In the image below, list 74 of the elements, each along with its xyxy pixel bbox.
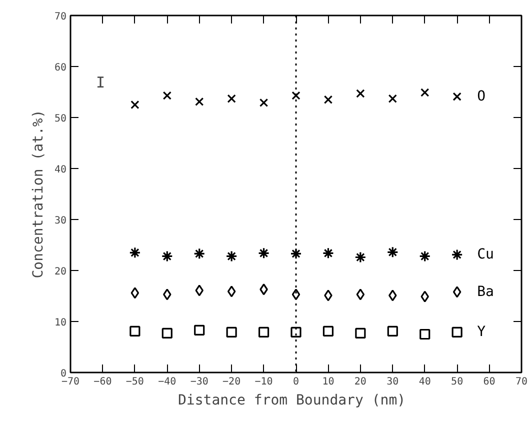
point [322, 326, 334, 336]
point [354, 251, 366, 264]
point [292, 288, 300, 300]
point [324, 290, 332, 302]
point [130, 100, 140, 110]
x-tick-label: −30 [190, 376, 208, 388]
y-tick-label: 60 [54, 62, 67, 74]
series-label: Cu [477, 246, 494, 263]
point [226, 250, 238, 262]
y-tick-label: 70 [54, 12, 67, 22]
x-tick-label: −40 [158, 376, 176, 388]
x-axis-title: Distance from Boundary (nm) [178, 392, 406, 408]
point [258, 247, 270, 259]
point [162, 328, 172, 339]
point [290, 326, 302, 338]
x-tick-label: 60 [483, 376, 496, 388]
point [226, 326, 237, 338]
point [324, 95, 333, 104]
point [420, 328, 430, 340]
y-tick-label: 0 [60, 368, 67, 380]
y-axis-title: Concentration (at.%) [30, 110, 46, 278]
x-tick-label: 10 [322, 376, 334, 388]
point [195, 284, 204, 296]
y-tick-label: 40 [54, 164, 67, 176]
point [227, 94, 236, 103]
point [292, 91, 300, 100]
series-label: O [477, 88, 486, 105]
x-tick-label: −60 [94, 376, 112, 388]
point [452, 92, 462, 101]
x-tick-label: −10 [254, 376, 273, 388]
point [420, 88, 430, 97]
point [163, 288, 172, 300]
point [227, 286, 236, 298]
point [355, 328, 366, 339]
annotation: I [96, 74, 106, 92]
point [130, 326, 140, 336]
point [129, 246, 141, 258]
y-tick-label: 20 [54, 266, 67, 278]
x-tick-label: 0 [292, 376, 300, 388]
point [356, 89, 365, 98]
point [419, 250, 431, 262]
y-tick-label: 30 [54, 216, 67, 226]
point [388, 290, 397, 302]
point [162, 91, 172, 100]
point [356, 288, 365, 300]
x-tick-label: 20 [354, 376, 366, 388]
x-tick-label: 40 [418, 376, 431, 388]
x-tick-label: 70 [515, 376, 528, 388]
point [387, 326, 398, 336]
x-tick-label: 50 [451, 376, 464, 388]
point [194, 324, 205, 336]
x-tick-label: 30 [386, 376, 399, 388]
point [322, 247, 334, 259]
point [386, 246, 398, 258]
point [452, 326, 462, 338]
x-tick-label: −50 [126, 376, 144, 388]
y-tick-label: 50 [54, 114, 67, 124]
point [258, 326, 270, 338]
x-tick-label: −20 [222, 376, 241, 388]
point [194, 248, 206, 260]
series-label: Ba [477, 284, 494, 300]
point [259, 98, 268, 108]
point [130, 287, 140, 299]
point [388, 94, 397, 103]
point [420, 290, 429, 302]
point [161, 250, 173, 262]
series-label: Y [477, 324, 486, 340]
x-tick-label: −70 [61, 376, 80, 388]
y-tick-label: 10 [54, 318, 67, 328]
point [451, 248, 463, 260]
point [260, 284, 268, 296]
point [452, 286, 462, 298]
point [195, 97, 204, 106]
point [290, 248, 302, 260]
